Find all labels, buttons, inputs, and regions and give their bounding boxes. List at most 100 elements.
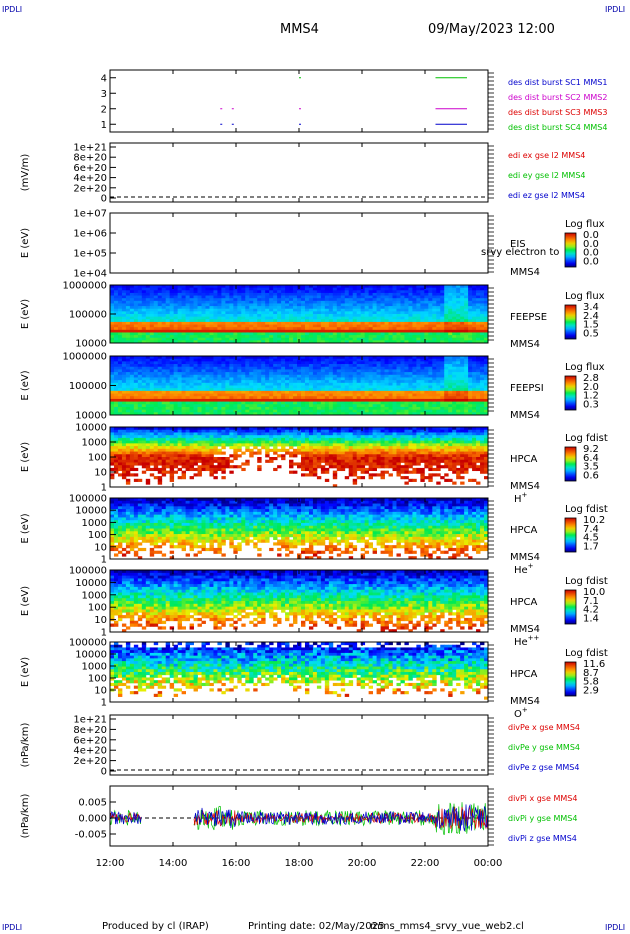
heatmap-cell <box>404 329 409 333</box>
heatmap-cell <box>185 377 190 381</box>
heatmap-cell <box>181 358 186 362</box>
heatmap-cell <box>392 385 397 389</box>
heatmap-cell <box>408 385 413 389</box>
heatmap-cell <box>149 448 155 452</box>
heatmap-cell <box>110 473 115 477</box>
heatmap-cell <box>300 316 306 320</box>
heatmap-cell <box>312 316 318 320</box>
heatmap-cell <box>400 366 405 370</box>
heatmap-cell <box>480 374 485 378</box>
heatmap-cell <box>169 337 175 341</box>
heatmap-cell <box>201 412 206 416</box>
heatmap-cell <box>157 412 163 416</box>
heatmap-cell <box>257 406 262 411</box>
heatmap-cell <box>392 398 397 402</box>
heatmap-cell <box>456 340 461 344</box>
heatmap-cell <box>137 306 143 310</box>
heatmap-cell <box>277 404 282 408</box>
heatmap-cell <box>277 374 282 378</box>
heatmap-cell <box>281 303 286 307</box>
heatmap-cell <box>408 332 413 336</box>
heatmap-cell <box>145 292 151 296</box>
heatmap-cell <box>145 298 151 302</box>
heatmap-cell <box>237 377 242 381</box>
heatmap-cell <box>396 319 401 323</box>
heatmap-cell <box>436 340 441 344</box>
heatmap-cell <box>121 404 127 408</box>
heatmap-cell <box>328 412 334 416</box>
heatmap-cell <box>137 298 143 302</box>
heatmap-cell <box>436 385 441 389</box>
heatmap-cell <box>336 412 342 416</box>
heatmap-cell <box>253 364 258 368</box>
heatmap-cell <box>312 401 318 405</box>
heatmap-cell <box>201 467 206 472</box>
spacecraft-label: MMS4 <box>510 339 540 350</box>
heatmap-cell <box>444 321 449 325</box>
heatmap-cell <box>384 287 389 291</box>
heatmap-cell <box>376 366 381 370</box>
heatmap-cell <box>237 285 242 289</box>
heatmap-cell <box>428 372 433 376</box>
heatmap-cell <box>253 440 258 444</box>
heatmap-cell <box>404 290 409 294</box>
heatmap-cell <box>404 303 409 307</box>
heatmap-cell <box>157 356 163 360</box>
heatmap-cell <box>277 314 282 318</box>
heatmap-cell <box>412 409 417 413</box>
heatmap-cell <box>121 390 127 394</box>
heatmap-cell <box>261 372 266 376</box>
heatmap-cell <box>448 340 453 344</box>
heatmap-cell <box>209 358 214 362</box>
heatmap-cell <box>253 437 258 442</box>
heatmap-cell <box>113 429 119 433</box>
heatmap-cell <box>356 298 362 302</box>
heatmap-cell <box>125 292 131 296</box>
heatmap-cell <box>444 369 449 373</box>
heatmap-cell <box>133 396 139 400</box>
heatmap-cell <box>340 332 346 336</box>
heatmap-cell <box>149 340 155 344</box>
heatmap-cell <box>241 303 246 307</box>
heatmap-cell <box>308 319 314 323</box>
heatmap-cell <box>169 427 175 431</box>
heatmap-cell <box>145 287 151 291</box>
heatmap-cell <box>113 303 119 307</box>
heatmap-cell <box>281 285 286 289</box>
heatmap-cell <box>133 478 139 482</box>
heatmap-cell <box>269 358 274 362</box>
heatmap-cell <box>197 298 202 302</box>
heatmap-cell <box>145 440 151 444</box>
heatmap-cell <box>372 311 377 315</box>
heatmap-cell <box>420 292 425 296</box>
heatmap-cell <box>340 335 346 339</box>
heatmap-cell <box>424 327 429 331</box>
heatmap-cell <box>340 314 346 318</box>
heatmap-cell <box>412 364 417 368</box>
heatmap-cell <box>261 385 266 389</box>
heatmap-cell <box>440 396 445 400</box>
heatmap-cell <box>352 385 358 389</box>
heatmap-cell <box>197 454 202 458</box>
heatmap-cell <box>269 335 274 339</box>
heatmap-cell <box>193 327 198 331</box>
heatmap-cell <box>193 467 198 472</box>
heatmap-cell <box>121 327 127 331</box>
heatmap-cell <box>464 329 469 333</box>
heatmap-cell <box>129 340 135 344</box>
heatmap-cell <box>177 369 183 373</box>
heatmap-cell <box>149 382 155 386</box>
heatmap-cell <box>141 319 147 323</box>
heatmap-cell <box>193 319 198 323</box>
heatmap-cell <box>344 374 350 378</box>
heatmap-cell <box>420 358 425 362</box>
legend-entry: edi ex gse l2 MMS4 <box>508 151 585 160</box>
heatmap-cell <box>217 319 222 323</box>
heatmap-cell <box>173 401 179 405</box>
heatmap-cell <box>201 340 206 344</box>
heatmap-cell <box>141 324 147 328</box>
heatmap-cell <box>293 380 298 384</box>
heatmap-cell <box>169 412 175 416</box>
heatmap-cell <box>384 316 389 320</box>
heatmap-cell <box>161 427 167 431</box>
